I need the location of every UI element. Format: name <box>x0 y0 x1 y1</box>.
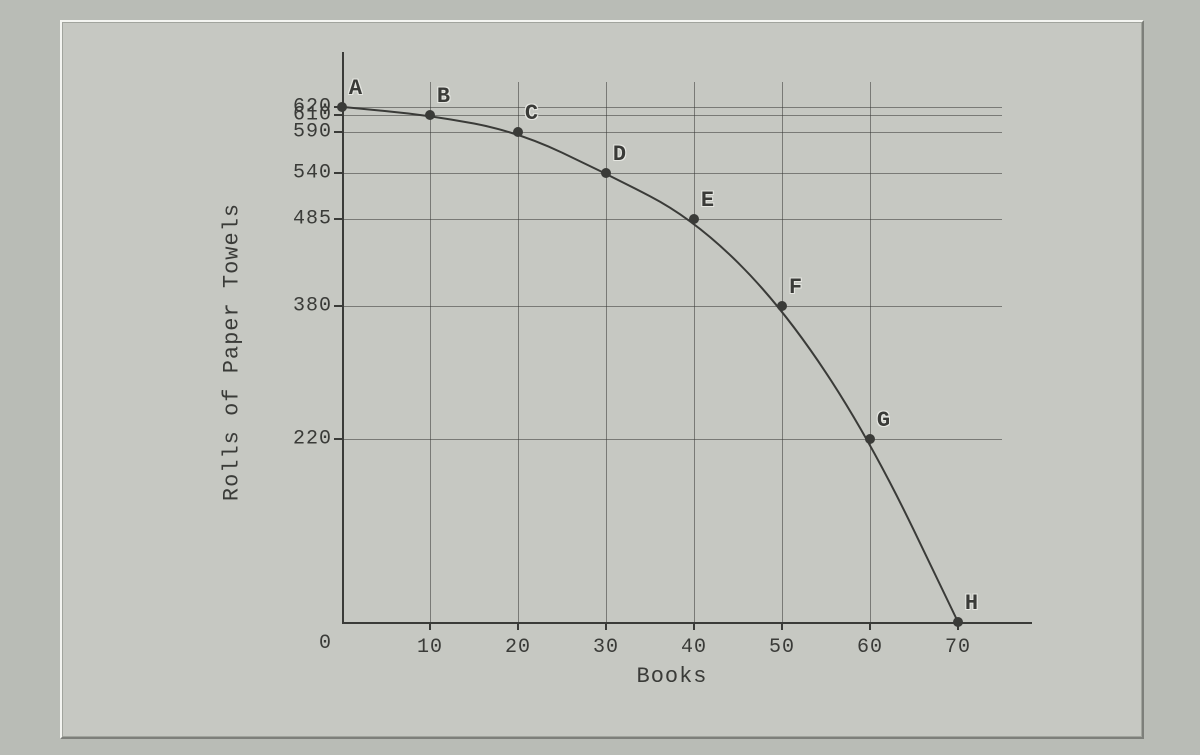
data-point-label: C <box>525 101 539 126</box>
data-point <box>337 102 347 112</box>
chart-frame: Rolls of Paper Towels Books 0 2203804855… <box>60 20 1144 739</box>
data-point-label: E <box>701 188 715 213</box>
y-tick-label: 380 <box>293 295 342 318</box>
y-tick-label: 220 <box>293 428 342 451</box>
x-tick-label: 40 <box>681 628 707 659</box>
data-point <box>953 617 963 627</box>
grid-v <box>518 82 519 622</box>
x-tick-label: 60 <box>857 628 883 659</box>
grid-v <box>782 82 783 622</box>
grid-h <box>342 132 1002 133</box>
grid-h <box>342 306 1002 307</box>
grid-h <box>342 219 1002 220</box>
x-tick-label: 30 <box>593 628 619 659</box>
plot-area: Rolls of Paper Towels Books 0 2203804855… <box>62 22 1142 737</box>
data-point-label: B <box>437 84 451 109</box>
data-point <box>601 168 611 178</box>
x-axis <box>342 622 1032 624</box>
x-tick-label: 70 <box>945 628 971 659</box>
data-point <box>425 110 435 120</box>
data-point-label: H <box>965 591 979 616</box>
data-point <box>777 301 787 311</box>
data-point <box>865 434 875 444</box>
x-tick-label: 50 <box>769 628 795 659</box>
grid-v <box>430 82 431 622</box>
data-point-label: G <box>877 408 891 433</box>
grid-h <box>342 173 1002 174</box>
y-tick-label: 485 <box>293 208 342 231</box>
data-point-label: F <box>789 275 803 300</box>
data-point <box>689 214 699 224</box>
y-tick-label: 620 <box>293 95 342 118</box>
x-tick-label: 20 <box>505 628 531 659</box>
data-point-label: A <box>349 76 363 101</box>
grid-h <box>342 115 1002 116</box>
grid-v <box>694 82 695 622</box>
grid-v <box>606 82 607 622</box>
y-tick-label: 540 <box>293 162 342 185</box>
y-axis <box>342 52 344 622</box>
data-point-label: D <box>613 142 627 167</box>
data-point <box>513 127 523 137</box>
grid-v <box>870 82 871 622</box>
x-tick-label: 10 <box>417 628 443 659</box>
grid-h <box>342 439 1002 440</box>
